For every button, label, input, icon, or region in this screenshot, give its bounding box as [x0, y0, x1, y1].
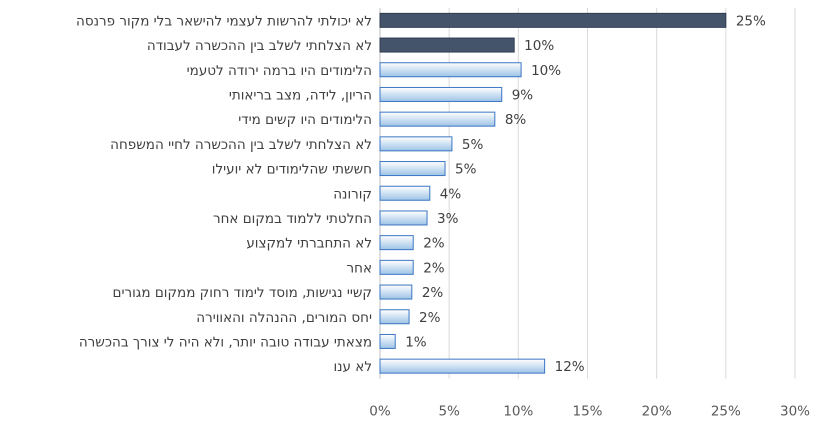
value-label: 25% — [736, 13, 766, 29]
bar — [379, 111, 496, 127]
x-tick-label: 0% — [369, 404, 391, 420]
bar — [379, 309, 410, 325]
category-label: הלימודים היו ברמה ירודה לטעמי — [187, 63, 372, 79]
category-labels: לא יכולתי להרשות לעצמי להישאר בלי מקור פ… — [76, 13, 372, 375]
category-label: קשיי נגישות, מוסד לימוד רחוק ממקום מגורי… — [113, 285, 372, 301]
bar — [379, 185, 431, 201]
bar — [379, 37, 515, 53]
value-labels: 25% 10% 10% 9% 8% 5% 5% 4% 3% 2% 2% 2% 2% 1% 12% — [405, 13, 766, 375]
value-label: 3% — [437, 211, 459, 227]
x-tick-label: 30% — [780, 404, 810, 420]
category-label: לא הצלחתי לשלב בין ההכשרה לחיי המשפחה — [110, 137, 372, 153]
category-label: הלימודים היו קשים מידי — [238, 112, 372, 128]
category-label: לא יכולתי להרשות לעצמי להישאר בלי מקור פ… — [76, 13, 372, 29]
value-label: 10% — [531, 63, 561, 79]
value-label: 2% — [423, 260, 445, 276]
bar — [379, 86, 503, 102]
x-axis-ticks: 0% 5% 10% 15% 20% 25% 30% — [369, 404, 810, 420]
x-tick-label: 25% — [711, 404, 741, 420]
value-label: 12% — [555, 359, 585, 375]
category-label: לא הצלחתי לשלב בין ההכשרה לעבודה — [147, 38, 372, 54]
x-tick-label: 10% — [503, 404, 533, 420]
bar — [379, 259, 414, 275]
bar — [379, 62, 522, 78]
category-label: לא ענו — [333, 359, 372, 375]
category-label: החלטתי ללמוד במקום אחר — [213, 211, 372, 227]
bar — [379, 284, 413, 300]
category-label: מצאתי עבודה טובה יותר, ולא היה לי צורך ב… — [79, 334, 372, 350]
x-tick-label: 20% — [642, 404, 672, 420]
bar — [379, 161, 446, 177]
value-label: 5% — [455, 162, 477, 178]
category-label: הריון, לידה, מצב בריאותי — [229, 87, 372, 103]
bars — [379, 12, 727, 374]
value-label: 2% — [422, 285, 444, 301]
x-tick-label: 15% — [572, 404, 602, 420]
bar — [379, 210, 428, 226]
bar — [379, 12, 727, 28]
bar — [379, 235, 414, 251]
x-tick-label: 5% — [438, 404, 460, 420]
value-label: 10% — [524, 38, 554, 54]
value-label: 4% — [440, 186, 462, 202]
category-label: חששתי שהלימודים לא יועילו — [212, 162, 372, 178]
value-label: 2% — [419, 310, 441, 326]
bar — [379, 358, 546, 374]
category-label: לא התחברתי למקצוע — [246, 236, 372, 252]
value-label: 8% — [505, 112, 527, 128]
bar — [379, 333, 396, 349]
value-label: 1% — [405, 334, 427, 350]
value-label: 2% — [423, 236, 445, 252]
value-label: 9% — [512, 87, 534, 103]
category-label: אחר — [347, 260, 372, 276]
category-label: קורונה — [333, 186, 372, 202]
value-label: 5% — [462, 137, 484, 153]
category-label: יחס המורים, ההנהלה והאווירה — [196, 310, 372, 326]
bar — [379, 136, 453, 152]
